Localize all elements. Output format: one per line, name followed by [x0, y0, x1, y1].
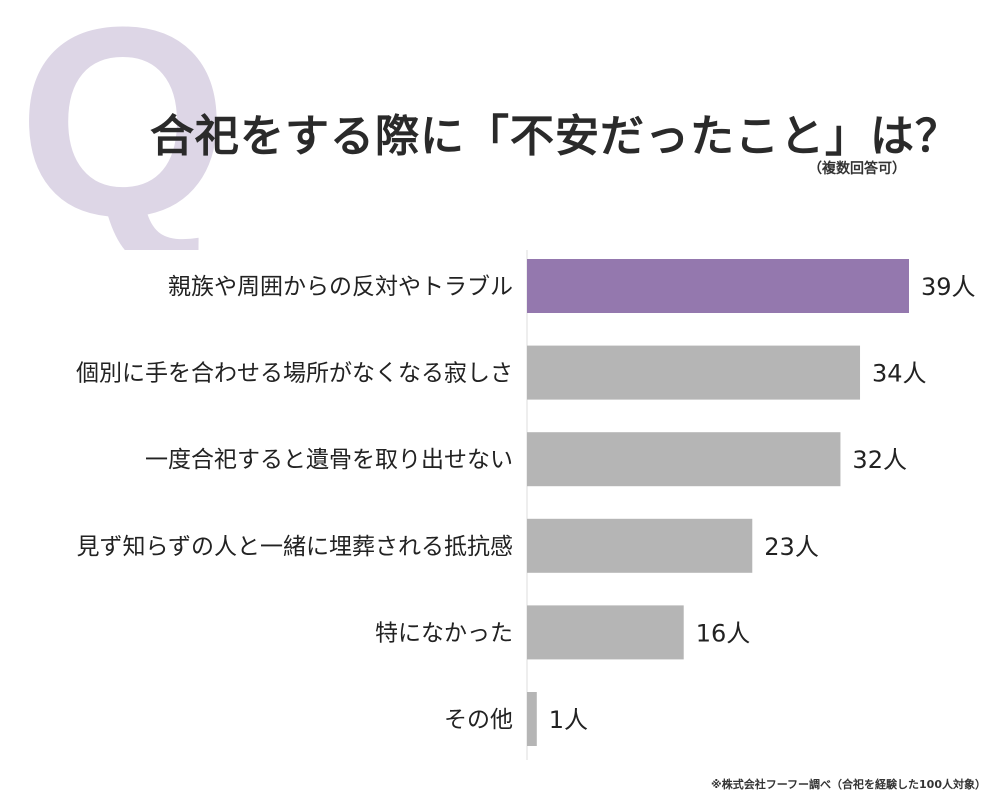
q-letter-decoration: Q	[18, 0, 228, 250]
category-label: 親族や周囲からの反対やトラブル	[168, 274, 513, 300]
source-note: ※株式会社フーフー調べ（合祀を経験した100人対象）	[711, 778, 986, 791]
category-label: その他	[444, 707, 513, 733]
bar	[527, 345, 861, 400]
category-label: 一度合祀すると遺骨を取り出せない	[145, 447, 513, 473]
bar	[527, 692, 537, 746]
q-letter-text: Q	[18, 0, 228, 250]
value-label: 1人	[549, 706, 588, 734]
value-label: 16人	[696, 619, 751, 647]
bar	[527, 432, 841, 487]
category-label: 特になかった	[375, 620, 513, 646]
value-label: 34人	[872, 360, 927, 388]
category-label: 見ず知らずの人と一緒に埋葬される抵抗感	[76, 534, 513, 560]
bar	[527, 259, 909, 313]
chart-subtitle: （複数回答可）	[808, 161, 906, 177]
value-label: 32人	[852, 446, 907, 474]
category-label: 個別に手を合わせる場所がなくなる寂しさ	[76, 361, 513, 387]
value-label: 39人	[921, 273, 976, 301]
value-label: 23人	[764, 533, 819, 561]
bar	[527, 605, 684, 660]
chart-title: 合祀をする際に「不安だったこと」は？	[150, 111, 960, 162]
bar	[527, 518, 753, 573]
